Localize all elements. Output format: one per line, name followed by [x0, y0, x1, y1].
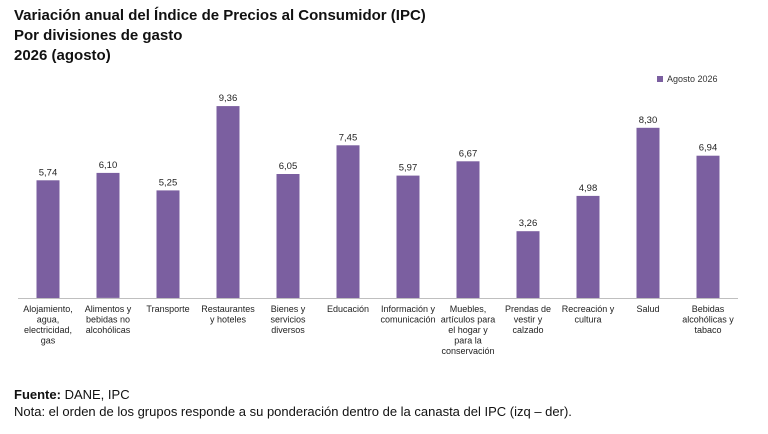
category-label: Alojamiento, agua, electricidad, gas [23, 304, 73, 346]
data-label: 6,94 [699, 143, 718, 154]
category-label: Bienes y servicios diversos [270, 304, 306, 335]
data-label: 7,45 [339, 132, 358, 143]
bar [696, 155, 720, 298]
bar [156, 190, 180, 298]
category-label: Transporte [146, 304, 189, 314]
category-label: Recreación y cultura [562, 304, 615, 325]
data-label: 3,26 [519, 218, 538, 229]
bar [276, 174, 300, 298]
bar [636, 127, 660, 298]
chart-subtitle: Por divisiones de gasto [14, 27, 183, 44]
source-label: Fuente: [14, 387, 61, 402]
title-block: Variación anual del Índice de Precios al… [14, 6, 426, 66]
bar [456, 161, 480, 298]
category-label: Salud [636, 304, 659, 314]
data-label: 6,67 [459, 148, 478, 159]
bar [576, 195, 600, 298]
data-label: 8,30 [639, 115, 658, 126]
category-label: Restaurantes y hoteles [201, 304, 255, 325]
chart-title: Variación anual del Índice de Precios al… [14, 7, 426, 24]
category-label: Muebles, artículos para el hogar y para la c… [441, 304, 496, 356]
data-label: 4,98 [579, 183, 598, 194]
data-label: 6,10 [99, 160, 118, 171]
category-label: Prendas de vestir y calzado [505, 304, 551, 335]
category-label: Bebidas alcohólicas y tabaco [682, 304, 734, 335]
category-label: Alimentos y bebidas no alcohólicas [85, 304, 132, 335]
bar [396, 175, 420, 298]
chart-period: 2026 (agosto) [14, 47, 111, 64]
footer: Fuente: DANE, IPC Nota: el orden de los … [14, 386, 572, 420]
data-label: 5,97 [399, 163, 418, 174]
data-label: 6,05 [279, 161, 298, 172]
bar [36, 180, 60, 298]
data-label: 9,36 [219, 93, 238, 104]
legend-swatch [657, 76, 663, 82]
legend: Agosto 2026 [657, 74, 718, 84]
category-label: Educación [327, 304, 369, 314]
source-line: Fuente: DANE, IPC [14, 386, 572, 403]
bar [216, 106, 240, 298]
category-label: Información y comunicación [380, 304, 435, 325]
data-label: 5,25 [159, 177, 178, 188]
data-label: 5,74 [39, 167, 58, 178]
footnote: Nota: el orden de los grupos responde a … [14, 404, 572, 419]
bar [336, 145, 360, 298]
bar [96, 172, 120, 298]
bar [516, 231, 540, 298]
source-value: DANE, IPC [60, 387, 130, 402]
legend-label: Agosto 2026 [667, 74, 718, 84]
